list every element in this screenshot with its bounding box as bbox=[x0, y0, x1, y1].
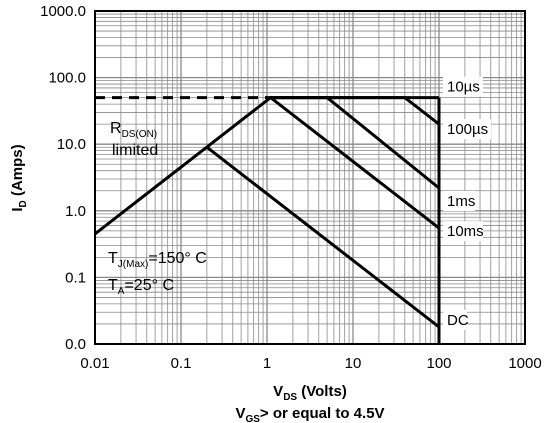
y-tick-label: 0.1 bbox=[65, 269, 86, 286]
curve-label-bg bbox=[443, 309, 467, 330]
x-tick-label: 100 bbox=[426, 355, 451, 372]
curve-label: 1ms bbox=[447, 193, 475, 210]
rds-annotation: RDS(ON) bbox=[110, 120, 157, 140]
curve-label: DC bbox=[447, 312, 469, 329]
curve-lines bbox=[94, 95, 441, 344]
x-tick-label: 0.01 bbox=[80, 355, 109, 372]
curve-label: 10µs bbox=[447, 79, 480, 96]
y-tick-label: 10.0 bbox=[57, 136, 86, 153]
soa-curve bbox=[94, 95, 440, 236]
x-axis-title: VDS (Volts) bbox=[273, 383, 347, 403]
soa-curve bbox=[205, 146, 440, 329]
curve-labels: 10µs 100µs 1ms 10ms DC bbox=[443, 76, 491, 330]
ta-annotation: TA=25° C bbox=[108, 277, 174, 297]
curve-label-bg bbox=[443, 76, 483, 97]
curve-label-bg bbox=[443, 119, 491, 140]
x-tick-label: 0.1 bbox=[171, 355, 192, 372]
soa-curve bbox=[270, 96, 440, 190]
tick-labels: 0.01 0.1 1 10 100 1000 0.0 0.1 1.0 10.0 100.0 1000.… bbox=[40, 3, 542, 372]
x-tick-label: 1 bbox=[263, 355, 271, 372]
x-tick-label: 1000 bbox=[508, 355, 541, 372]
curve-label: 100µs bbox=[447, 121, 488, 138]
curve-label-bg bbox=[443, 190, 475, 211]
y-tick-label: 1.0 bbox=[65, 203, 86, 220]
y-axis-title: ID (Amps) bbox=[9, 144, 29, 211]
y-tick-label: 0.0 bbox=[65, 336, 86, 353]
x-tick-label: 10 bbox=[345, 355, 362, 372]
y-tick-label: 100.0 bbox=[48, 70, 86, 87]
tj-annotation: TJ(Max)=150° C bbox=[108, 250, 207, 270]
curve-label-bg bbox=[443, 221, 483, 242]
chart-grid bbox=[95, 11, 525, 344]
x-axis-caption: VGS> or equal to 4.5V bbox=[235, 405, 384, 423]
y-tick-label: 1000.0 bbox=[40, 3, 86, 20]
plot-area-border bbox=[94, 10, 526, 345]
curve-label: 10ms bbox=[447, 223, 484, 240]
rds-annotation-line2: limited bbox=[112, 142, 158, 159]
